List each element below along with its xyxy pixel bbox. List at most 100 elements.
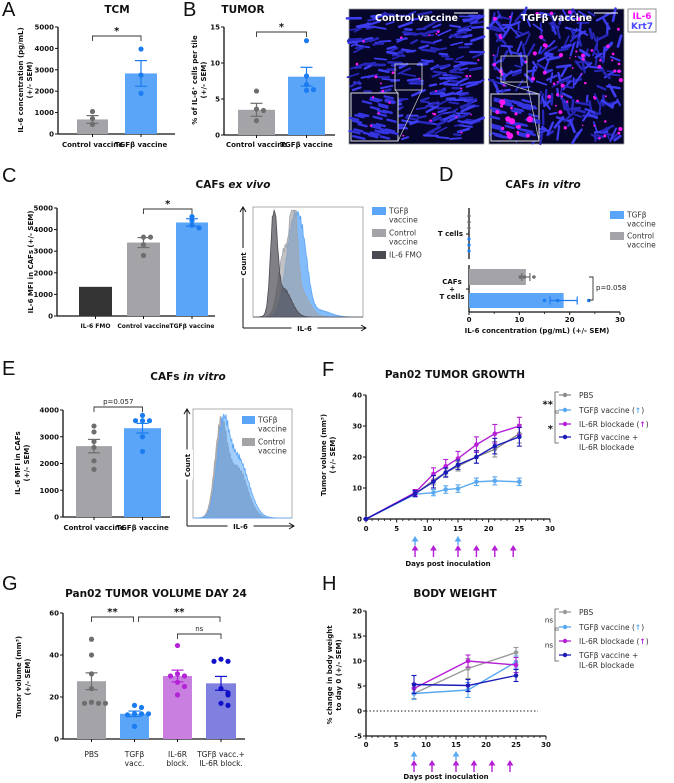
krt7-stain <box>611 133 619 140</box>
krt7-stain <box>588 27 594 40</box>
krt7-stain <box>349 27 362 31</box>
krt7-stain <box>592 32 597 43</box>
krt7-stain <box>421 31 430 36</box>
il6r-blockade-arrow-icon-head <box>410 760 418 766</box>
significance-label: * <box>279 22 285 33</box>
krt7-stain <box>531 60 538 69</box>
krt7-stain <box>460 104 476 113</box>
category-label: PBS <box>84 750 99 759</box>
krt7-stain <box>381 78 395 81</box>
il6-stain <box>611 52 615 56</box>
legend-label: TGFβ <box>257 416 278 425</box>
krt7-stain <box>562 9 569 20</box>
krt7-stain <box>571 8 580 19</box>
il6r-blockade-arrow-icon-head <box>506 760 514 766</box>
data-point <box>363 516 369 522</box>
krt7-stain <box>395 37 408 41</box>
il6-stain <box>493 16 497 21</box>
data-point <box>492 431 498 437</box>
il6-label: IL-6 <box>297 325 312 333</box>
il6-stain <box>502 84 506 87</box>
label-gap <box>227 521 254 531</box>
x-axis-label: IL-6 concentration (pg/mL) (+/- SEM) <box>465 327 610 335</box>
il6-stain <box>616 27 620 31</box>
data-point <box>513 673 519 678</box>
x-tick-label: 30 <box>615 316 625 324</box>
label-gap <box>181 449 193 480</box>
legend-label: IL-6R blockade <box>579 661 634 670</box>
krt7-stain <box>467 18 477 23</box>
chart-title: CAFs in vitro <box>150 371 226 383</box>
krt7-stain <box>369 37 380 43</box>
krt7-stain <box>386 118 397 123</box>
krt7-stain <box>609 127 618 142</box>
krt7-stain <box>576 61 591 64</box>
significance-bracket <box>92 35 142 41</box>
krt7-stain <box>495 21 506 33</box>
krt7-stain <box>590 133 601 141</box>
legend-label: PBS <box>579 391 594 400</box>
krt7-stain <box>584 62 593 70</box>
arrow-head <box>183 408 191 415</box>
krt7-stain <box>434 126 448 135</box>
krt7-stain <box>474 20 485 25</box>
krt7-stain <box>592 121 598 132</box>
legend-arrow-icon: ↑ <box>639 420 645 429</box>
krt7-stain <box>547 39 556 48</box>
label-gap <box>291 323 318 333</box>
legend-label: IL-6R blockade <box>579 443 634 452</box>
series-tgf-vaccine-il-6r-blockade <box>411 668 519 695</box>
krt7-stain <box>594 56 598 67</box>
krt7-stain <box>514 64 523 69</box>
series-il-6r-blockade <box>363 416 522 522</box>
data-point <box>91 458 97 464</box>
krt7-stain <box>605 85 621 90</box>
krt7-stain <box>509 11 514 25</box>
il6-label: IL-6 <box>233 523 248 531</box>
krt7-stain <box>455 55 464 61</box>
krt7-stain <box>432 70 448 75</box>
legend-label: TGFβ vaccine + <box>578 433 638 442</box>
il6-stain <box>558 53 564 58</box>
y-tick-label: 0 <box>54 514 59 522</box>
legend-text: TGFβ vaccine ( <box>578 406 635 415</box>
legend-marker <box>562 392 568 398</box>
krt7-stain <box>557 71 562 81</box>
y-tick-label: 4000 <box>40 407 60 415</box>
legend-text: IL-6R blockade ( <box>579 637 639 646</box>
krt7-stain <box>385 21 395 26</box>
x-tick-label: 5 <box>394 525 399 533</box>
il6-stain <box>499 99 506 106</box>
bar <box>176 222 208 316</box>
krt7-stain <box>437 29 452 37</box>
krt7-stain <box>365 25 375 30</box>
inset-region <box>500 55 528 83</box>
chart-title-main: CAFs <box>505 179 538 191</box>
significance-bracket <box>256 31 307 37</box>
krt7-stain <box>517 131 529 137</box>
label-gap <box>237 248 249 278</box>
krt7-stain <box>545 45 558 53</box>
y-axis-label: (+/- SEM) <box>24 659 32 696</box>
krt7-stain <box>388 46 399 53</box>
il6-stain <box>418 77 421 80</box>
legend-text: IL-6R blockade <box>579 443 634 452</box>
krt7-stain <box>470 19 479 25</box>
krt7-stain <box>584 108 596 114</box>
krt7-stain <box>436 136 450 140</box>
krt7-stain <box>371 25 387 30</box>
il6-stain <box>369 124 373 127</box>
krt7-stain <box>384 128 396 133</box>
il6-stain <box>547 94 552 99</box>
krt7-stain <box>406 49 417 53</box>
chart-title-italic: in vitro <box>183 371 226 383</box>
krt7-stain <box>439 91 455 98</box>
krt7-stain <box>516 127 528 132</box>
il6-stain <box>611 59 614 62</box>
krt7-stain <box>597 33 609 41</box>
il6-stain <box>571 67 574 69</box>
krt7-stain <box>521 98 532 104</box>
category-label: IL-6R block. <box>199 759 243 768</box>
data-point <box>145 711 152 717</box>
bar <box>79 286 112 316</box>
